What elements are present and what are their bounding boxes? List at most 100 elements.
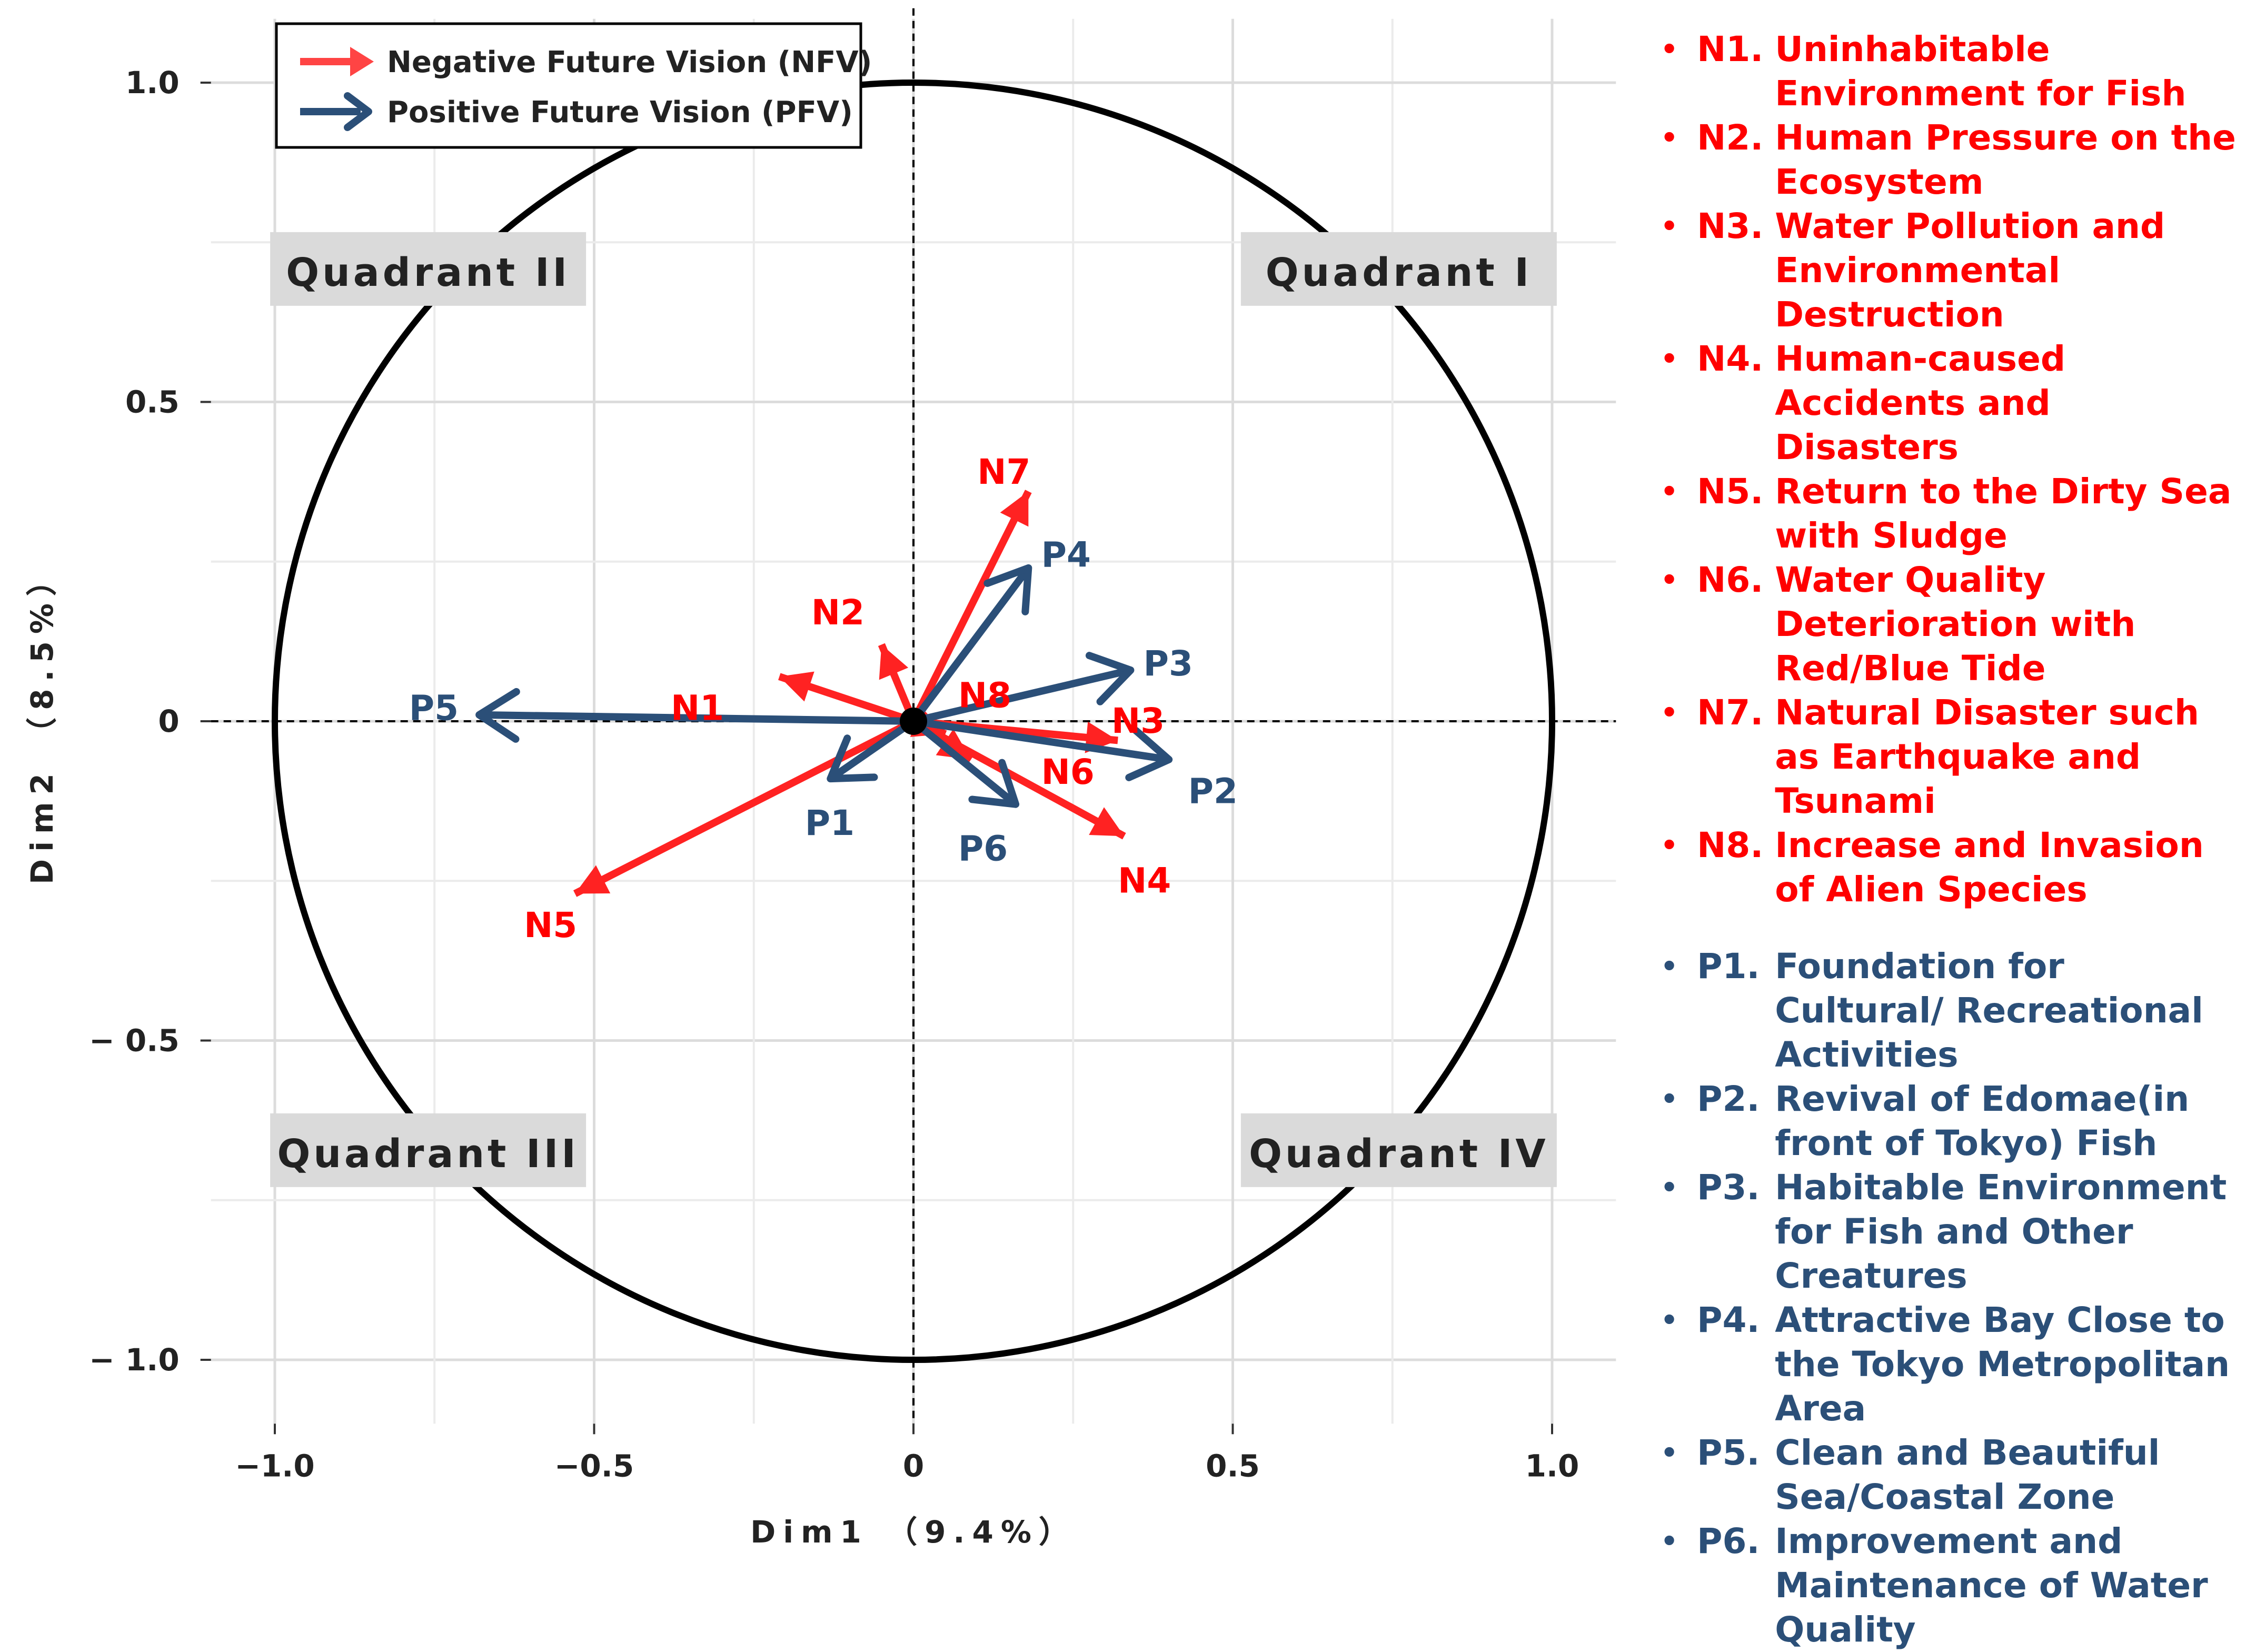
y-axis-title: Dim2 （8.5%） bbox=[24, 558, 60, 884]
x-tick-label: 0 bbox=[903, 1448, 924, 1484]
vector-N7 bbox=[910, 490, 1032, 723]
arrowhead-N1 bbox=[779, 671, 814, 702]
arrowhead-N4 bbox=[1089, 807, 1125, 837]
vision-list-item: • P4. Attractive Bay Close to the Tokyo Me… bbox=[1653, 1298, 2243, 1431]
y-tick-label: 0 bbox=[158, 703, 179, 739]
vector-label-P1: P1 bbox=[805, 803, 854, 843]
vision-list-item: • P5. Clean and Beautiful Sea/Coastal Zone bbox=[1653, 1431, 2243, 1519]
vision-code: N1. bbox=[1697, 29, 1764, 69]
quadrant-label: Quadrant II bbox=[286, 250, 570, 295]
vector-label-N2: N2 bbox=[811, 592, 864, 633]
x-tick-label: 0.5 bbox=[1206, 1448, 1260, 1484]
vector-label-P3: P3 bbox=[1144, 643, 1193, 684]
arrowhead-P3 bbox=[1085, 652, 1135, 705]
vision-code: N2. bbox=[1697, 117, 1764, 158]
quadrant-box bbox=[1240, 232, 1557, 306]
vision-description: Return to the Dirty Sea with Sludge bbox=[1775, 471, 2232, 556]
arrowhead-N5 bbox=[575, 865, 611, 894]
vision-code: N3. bbox=[1697, 206, 1764, 246]
vision-description: Uninhabitable Environment for Fish bbox=[1775, 29, 2187, 114]
vision-description: Revival of Edomae(in front of Tokyo) Fis… bbox=[1775, 1079, 2190, 1163]
vision-description: Increase and Invasion of Alien Species bbox=[1775, 825, 2204, 910]
vision-list-item: • N3. Water Pollution and Environmental De… bbox=[1653, 204, 2243, 337]
vision-code: P3. bbox=[1697, 1167, 1760, 1208]
arrowhead-P6 bbox=[968, 759, 1020, 808]
bullet-icon: • bbox=[1661, 951, 1678, 982]
vision-code: P2. bbox=[1697, 1079, 1760, 1119]
bullet-icon: • bbox=[1661, 343, 1678, 375]
vision-code: N7. bbox=[1697, 692, 1764, 733]
bullet-icon: • bbox=[1661, 476, 1678, 507]
bullet-icon: • bbox=[1661, 564, 1678, 596]
bullet-icon: • bbox=[1661, 697, 1678, 729]
bullet-icon: • bbox=[1661, 1437, 1678, 1469]
vision-code: P5. bbox=[1697, 1432, 1760, 1473]
quadrant-box bbox=[270, 1113, 587, 1187]
vision-code: P6. bbox=[1697, 1521, 1760, 1561]
x-tick-label: 1.0 bbox=[1525, 1448, 1579, 1484]
vector-P1 bbox=[828, 718, 916, 782]
vector-label-P2: P2 bbox=[1188, 771, 1238, 811]
vision-description: Clean and Beautiful Sea/Coastal Zone bbox=[1775, 1432, 2160, 1517]
bullet-icon: • bbox=[1661, 1305, 1678, 1336]
quadrant-label: Quadrant IV bbox=[1249, 1131, 1549, 1177]
vision-description: Human-caused Accidents and Disasters bbox=[1775, 339, 2066, 467]
quadrant-label: Quadrant III bbox=[277, 1131, 579, 1177]
vision-code: N4. bbox=[1697, 339, 1764, 379]
y-tick-label: − 0.5 bbox=[89, 1023, 180, 1059]
vision-description: Human Pressure on the Ecosystem bbox=[1775, 117, 2236, 202]
vision-code: N5. bbox=[1697, 471, 1764, 512]
origin-point bbox=[900, 708, 927, 735]
positive-vision-list: • P1. Foundation for Cultural/ Recreationa… bbox=[1653, 944, 2243, 1652]
quadrant-box bbox=[1240, 1113, 1557, 1187]
vision-description: Natural Disaster such as Earthquake and … bbox=[1775, 692, 2199, 821]
bullet-icon: • bbox=[1661, 211, 1678, 242]
vision-list-item: • P3. Habitable Environment for Fish and O… bbox=[1653, 1166, 2243, 1298]
arrowhead-P2 bbox=[1125, 727, 1173, 781]
vision-list-item: • N7. Natural Disaster such as Earthquake … bbox=[1653, 691, 2243, 823]
legend-arrowhead bbox=[350, 47, 374, 76]
vector-label-P5: P5 bbox=[409, 688, 459, 729]
vision-code: N6. bbox=[1697, 560, 1764, 600]
vision-list-item: • P1. Foundation for Cultural/ Recreationa… bbox=[1653, 944, 2243, 1077]
vision-list-item: • N8. Increase and Invasion of Alien Speci… bbox=[1653, 823, 2243, 912]
biplot: −1.0 −0.5 0 0.5 1.0 1.0 0.5 0 − 0.5 − 1.0 Dim1 （9.… bbox=[24, 8, 1616, 1550]
vision-description: Habitable Environment for Fish and Other… bbox=[1775, 1167, 2227, 1296]
vector-P4 bbox=[910, 565, 1031, 724]
arrowhead-P5 bbox=[475, 688, 520, 743]
bullet-icon: • bbox=[1661, 1526, 1678, 1557]
arrowhead-N2 bbox=[879, 644, 909, 680]
y-tick-label: 0.5 bbox=[125, 384, 180, 420]
vector-label-N7: N7 bbox=[977, 452, 1030, 492]
bullet-icon: • bbox=[1661, 1083, 1678, 1115]
vision-description: Foundation for Cultural/ Recreational Ac… bbox=[1775, 946, 2203, 1075]
vision-list-item: • N4. Human-caused Accidents and Disasters bbox=[1653, 337, 2243, 470]
legend-arrowhead bbox=[344, 92, 372, 131]
vision-description: Attractive Bay Close to the Tokyo Metrop… bbox=[1775, 1300, 2230, 1429]
negative-vision-list: • N1. Uninhabitable Environment for Fish • N… bbox=[1653, 27, 2243, 912]
vector-label-P6: P6 bbox=[958, 829, 1008, 869]
vector-label-N5: N5 bbox=[524, 905, 577, 946]
y-tick-label: − 1.0 bbox=[89, 1342, 180, 1378]
vision-description: Water Quality Deterioration with Red/Blu… bbox=[1775, 560, 2136, 689]
unit-circle bbox=[272, 79, 1555, 1363]
x-axis-title: Dim1 （9.4%） bbox=[750, 1514, 1077, 1550]
vision-description: Water Pollution and Environmental Destru… bbox=[1775, 206, 2165, 335]
arrowhead-N7 bbox=[1000, 491, 1029, 527]
y-tick-label: 1.0 bbox=[125, 65, 180, 101]
vector-N5 bbox=[573, 718, 916, 897]
legend-label: Negative Future Vision (NFV) bbox=[387, 45, 872, 79]
vision-list-item: • N1. Uninhabitable Environment for Fish bbox=[1653, 27, 2243, 116]
bullet-icon: • bbox=[1661, 830, 1678, 861]
vector-label-N4: N4 bbox=[1118, 860, 1171, 901]
vision-list-item: • N5. Return to the Dirty Sea with Sludge bbox=[1653, 470, 2243, 558]
vision-code: P1. bbox=[1697, 946, 1760, 987]
bullet-icon: • bbox=[1661, 1172, 1678, 1203]
arrowhead-P4 bbox=[983, 564, 1032, 615]
x-tick-label: −1.0 bbox=[235, 1448, 314, 1484]
x-tick-label: −0.5 bbox=[554, 1448, 634, 1484]
arrowhead-N6 bbox=[936, 729, 971, 760]
bullet-icon: • bbox=[1661, 122, 1678, 154]
vector-label-P4: P4 bbox=[1041, 535, 1091, 575]
vision-list-item: • P2. Revival of Edomae(in front of Tokyo)… bbox=[1653, 1077, 2243, 1166]
